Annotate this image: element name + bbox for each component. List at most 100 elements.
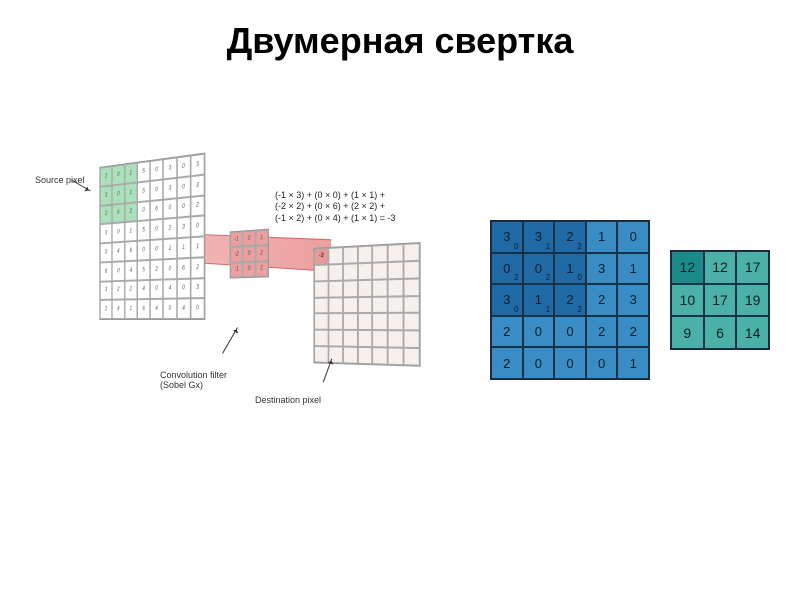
dest-cell <box>373 313 388 330</box>
src-cell: 5 <box>137 161 150 182</box>
convolution-3d-diagram: 2015030330150303262060023015023004600111… <box>40 160 460 480</box>
src-cell: 5 <box>137 220 150 241</box>
dest-cell <box>373 262 388 280</box>
filter-cell: -2 <box>230 247 242 263</box>
src-cell: 2 <box>100 166 112 187</box>
dest-cell <box>328 264 342 281</box>
dest-cell <box>343 297 358 314</box>
dest-cell <box>404 348 420 366</box>
filter-cell: 1 <box>255 261 268 277</box>
src-cell: 2 <box>190 257 204 278</box>
input-cell: 2 <box>617 316 649 348</box>
src-cell: 3 <box>100 185 112 205</box>
input-cell: 1 <box>617 253 649 285</box>
dest-cell <box>404 296 420 314</box>
src-cell: 0 <box>190 216 204 238</box>
src-cell: 5 <box>137 260 150 280</box>
dest-cell <box>343 280 358 297</box>
label-conv-filter: Convolution filter (Sobel Gx) <box>160 370 227 390</box>
filter-cell: 0 <box>243 261 256 277</box>
dest-cell <box>388 244 404 262</box>
output-cell: 17 <box>736 251 769 284</box>
src-cell: 0 <box>190 298 204 319</box>
src-cell: 0 <box>112 164 124 185</box>
dest-cell <box>388 348 404 366</box>
src-cell: 2 <box>190 195 204 217</box>
arrow-filter <box>222 327 238 353</box>
src-cell: 0 <box>150 279 163 299</box>
output-cell: 19 <box>736 284 769 317</box>
dest-cell <box>343 347 358 364</box>
page-title: Двумерная свертка <box>0 20 800 62</box>
src-cell: 0 <box>150 239 163 260</box>
dest-cell <box>343 263 358 280</box>
src-cell: 0 <box>112 222 124 242</box>
diagram-area: 2015030330150303262060023015023004600111… <box>0 100 800 580</box>
input-cell: 0 <box>617 221 649 253</box>
output-cell: 6 <box>704 316 737 349</box>
dest-cell <box>373 296 388 313</box>
input-cell: 2 <box>586 316 618 348</box>
src-cell: 0 <box>177 196 191 218</box>
src-cell: 3 <box>190 154 204 176</box>
output-cell: 12 <box>671 251 704 284</box>
src-cell: 2 <box>112 280 124 300</box>
src-cell: 4 <box>112 300 124 319</box>
dest-cell <box>358 313 373 330</box>
dest-cell <box>314 346 328 363</box>
label-dest-pixel: Destination pixel <box>255 395 321 405</box>
src-cell: 2 <box>100 204 112 224</box>
src-cell: 6 <box>112 203 124 223</box>
src-cell: 3 <box>163 157 176 179</box>
filter-cell: 2 <box>255 245 268 261</box>
input-cell: 31 <box>523 221 555 253</box>
src-cell: 3 <box>163 178 176 200</box>
src-cell: 6 <box>100 262 112 282</box>
output-cell: 14 <box>736 316 769 349</box>
input-cell: 0 <box>554 316 586 348</box>
src-cell: 0 <box>112 184 124 205</box>
source-plane: 2015030330150303262060023015023004600111… <box>99 153 205 320</box>
dest-cell <box>314 264 328 281</box>
src-cell: 0 <box>177 278 191 299</box>
src-cell: 5 <box>137 181 150 202</box>
input-cell: 22 <box>554 221 586 253</box>
src-cell: 0 <box>177 176 191 198</box>
dest-cell <box>343 246 358 263</box>
filter-cell: 1 <box>255 230 268 246</box>
dest-cell <box>358 246 373 264</box>
dest-cell <box>388 279 404 297</box>
src-cell: 1 <box>190 236 204 257</box>
src-cell: 4 <box>163 279 176 299</box>
src-cell: 0 <box>163 258 176 279</box>
input-cell: 22 <box>554 284 586 316</box>
dest-cell <box>343 330 358 347</box>
src-cell: 4 <box>150 299 163 319</box>
dest-cell <box>314 330 328 347</box>
src-cell: 6 <box>177 258 191 279</box>
dest-cell <box>314 314 328 330</box>
src-cell: 0 <box>137 201 150 222</box>
dest-cell <box>388 296 404 313</box>
src-cell: 1 <box>177 237 191 258</box>
src-cell: 0 <box>177 156 191 178</box>
dest-cell <box>373 347 388 364</box>
dest-cell <box>343 313 358 330</box>
dest-cell <box>328 247 342 264</box>
src-cell: 6 <box>137 299 150 319</box>
input-matrix: 3031221002021031301122232002220001 <box>490 220 650 380</box>
filter-cell: 0 <box>243 246 256 262</box>
src-cell: 6 <box>124 241 137 261</box>
dest-cell <box>314 281 328 298</box>
dest-cell <box>358 330 373 347</box>
src-cell: 4 <box>112 242 124 262</box>
dest-cell <box>404 278 420 296</box>
src-cell: 6 <box>150 199 163 220</box>
src-cell: 3 <box>190 278 204 299</box>
input-cell: 3 <box>586 253 618 285</box>
src-cell: 3 <box>190 174 204 196</box>
input-cell: 1 <box>586 221 618 253</box>
dest-cell <box>328 330 342 347</box>
src-cell: 2 <box>124 280 137 300</box>
src-cell: 2 <box>124 202 137 223</box>
